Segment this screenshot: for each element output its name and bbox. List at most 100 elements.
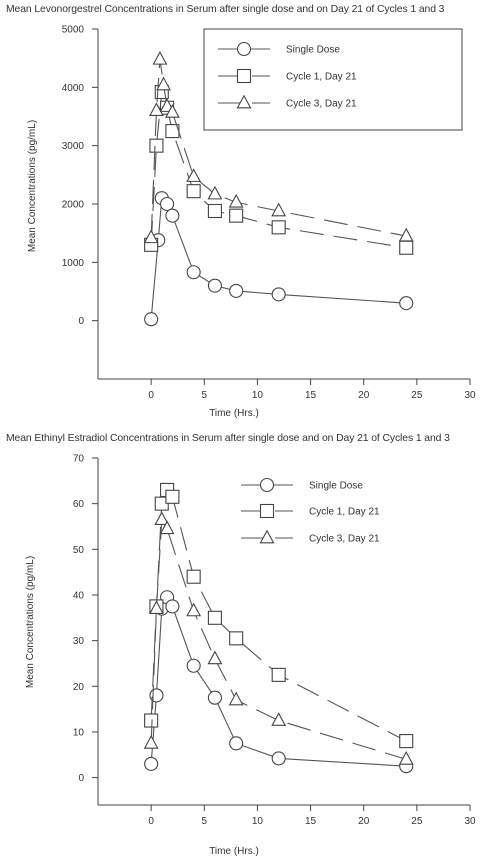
y-tick-label: 5000 xyxy=(62,25,85,36)
data-point xyxy=(144,312,159,327)
legend-marker xyxy=(236,41,252,57)
data-point xyxy=(186,168,202,182)
data-point xyxy=(156,76,172,91)
data-point xyxy=(207,185,223,200)
series-line xyxy=(150,596,407,767)
series-square xyxy=(144,482,414,749)
data-point xyxy=(149,599,164,614)
y-tick-label: 60 xyxy=(73,499,85,510)
data-point xyxy=(160,590,175,605)
data-point xyxy=(154,511,170,525)
series-circle xyxy=(144,191,414,327)
data-point xyxy=(271,667,286,682)
levonorgestrel-chart: 0 1000 2000 3000 4000 5000 0 5 10 15 20 25 30 Time (H… xyxy=(27,25,476,420)
y-tick-label: 1000 xyxy=(62,258,85,269)
y-tick-label: 0 xyxy=(78,316,84,327)
y-tick-label: 4000 xyxy=(62,83,85,94)
data-point xyxy=(165,599,180,614)
legend-label: Cycle 1, Day 21 xyxy=(309,507,380,518)
data-point xyxy=(186,569,201,584)
data-point xyxy=(144,713,159,728)
legend-marker xyxy=(259,503,275,519)
legend-marker xyxy=(236,94,252,109)
plot-0: 0 1000 2000 3000 4000 5000 0 5 10 15 20 25 30 Time (H… xyxy=(27,25,476,420)
series-line xyxy=(150,196,407,320)
legend-label: Cycle 3, Day 21 xyxy=(286,99,357,110)
data-point xyxy=(186,658,201,673)
data-point xyxy=(164,104,180,118)
data-point xyxy=(228,691,244,706)
data-point xyxy=(159,520,175,535)
chart-title-ethinyl-estradiol: Mean Ethinyl Estradiol Concentrations in… xyxy=(6,433,450,444)
data-point xyxy=(154,496,169,511)
data-point xyxy=(160,482,175,498)
data-point xyxy=(399,734,414,749)
x-tick-label: 10 xyxy=(252,390,264,401)
plot-1: 0 10 20 30 40 50 60 70 0 5 10 15 20 25 30 Time (Hrs.) Me… xyxy=(25,454,476,858)
data-point xyxy=(207,610,222,625)
x-tick-label: 5 xyxy=(202,390,208,401)
legend-label: Single Dose xyxy=(286,45,340,56)
data-point xyxy=(152,50,168,65)
data-point xyxy=(228,193,244,208)
x-tick-label: 0 xyxy=(148,816,154,827)
series-triangle xyxy=(143,50,414,244)
data-point xyxy=(271,712,287,726)
legend: Single Dose Cycle 1, Day 21 Cycle 3, Day 2… xyxy=(241,477,380,545)
data-point xyxy=(165,208,180,223)
legend-label: Cycle 1, Day 21 xyxy=(286,72,357,83)
data-point xyxy=(271,751,286,766)
y-tick-label: 30 xyxy=(73,636,85,647)
legend-marker xyxy=(236,68,252,84)
y-tick-label: 50 xyxy=(73,545,85,556)
data-point xyxy=(207,690,222,705)
series-line xyxy=(150,488,407,742)
data-point xyxy=(229,283,244,298)
legend-label: Cycle 3, Day 21 xyxy=(309,534,380,545)
y-axis-label: Mean Concentrations (pg/mL) xyxy=(25,556,36,688)
data-point xyxy=(143,229,159,244)
data-point xyxy=(229,631,244,646)
data-point xyxy=(399,759,414,774)
series-triangle xyxy=(143,511,414,765)
legend-label: Single Dose xyxy=(309,481,363,492)
x-tick-label: 30 xyxy=(464,816,476,827)
legend: Single Dose Cycle 1, Day 21 Cycle 3, Day 2… xyxy=(203,28,463,131)
data-point xyxy=(160,196,175,212)
data-point xyxy=(398,750,414,765)
legend-marker xyxy=(259,477,275,493)
data-point xyxy=(271,202,287,217)
data-point xyxy=(149,102,164,117)
data-point xyxy=(271,220,286,235)
y-tick-label: 3000 xyxy=(62,141,85,152)
x-axis-label: Time (Hrs.) xyxy=(209,408,259,419)
data-point xyxy=(399,296,414,311)
data-point xyxy=(143,735,159,749)
data-point xyxy=(186,184,201,199)
y-tick-label: 0 xyxy=(78,773,84,784)
y-tick-label: 2000 xyxy=(62,200,85,211)
data-point xyxy=(207,203,222,219)
y-tick-label: 40 xyxy=(73,590,85,601)
x-tick-label: 25 xyxy=(411,390,423,401)
x-tick-label: 15 xyxy=(305,390,317,401)
data-point xyxy=(149,138,164,153)
series-line xyxy=(150,517,407,760)
data-point xyxy=(149,688,164,703)
x-tick-label: 5 xyxy=(202,816,208,827)
data-point xyxy=(186,602,202,617)
data-point xyxy=(271,287,286,302)
legend-marker xyxy=(259,529,275,544)
x-tick-label: 25 xyxy=(411,816,423,827)
data-point xyxy=(229,208,244,223)
series-line xyxy=(150,91,407,249)
x-tick-label: 20 xyxy=(358,816,370,827)
data-point xyxy=(149,600,164,615)
x-tick-label: 0 xyxy=(148,390,154,401)
x-tick-label: 15 xyxy=(305,816,317,827)
data-point xyxy=(207,650,223,665)
data-point xyxy=(399,240,414,255)
data-point xyxy=(154,601,169,616)
y-tick-label: 20 xyxy=(73,682,85,693)
x-axis-label: Time (Hrs.) xyxy=(209,846,259,857)
